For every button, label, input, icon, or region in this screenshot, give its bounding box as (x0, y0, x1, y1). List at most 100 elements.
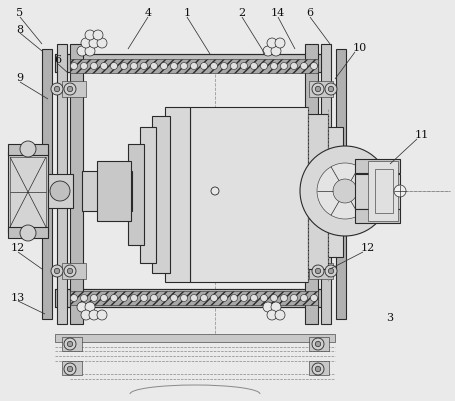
Bar (309, 263, 333, 279)
Circle shape (101, 63, 107, 70)
Circle shape (312, 84, 324, 96)
Circle shape (271, 63, 278, 70)
Circle shape (267, 310, 277, 320)
Circle shape (111, 63, 117, 70)
Circle shape (241, 63, 248, 70)
Circle shape (267, 39, 277, 49)
Circle shape (310, 295, 318, 302)
Circle shape (71, 295, 77, 302)
Text: 14: 14 (271, 8, 285, 18)
Circle shape (325, 84, 337, 96)
Text: 6: 6 (306, 8, 313, 18)
Circle shape (91, 295, 97, 302)
Circle shape (271, 47, 281, 57)
Circle shape (394, 186, 406, 198)
Circle shape (121, 295, 127, 302)
Circle shape (54, 87, 60, 93)
Circle shape (141, 63, 147, 70)
Circle shape (231, 295, 238, 302)
Text: 12: 12 (361, 242, 375, 252)
Circle shape (251, 63, 258, 70)
Bar (355, 174, 400, 209)
Circle shape (317, 164, 373, 219)
Text: 9: 9 (16, 73, 24, 83)
Bar (336, 50, 346, 319)
Circle shape (89, 310, 99, 320)
Bar (309, 361, 329, 375)
Circle shape (85, 31, 95, 41)
Bar (355, 160, 400, 174)
Circle shape (67, 341, 73, 347)
Circle shape (20, 142, 36, 158)
Text: 11: 11 (415, 130, 429, 140)
Circle shape (280, 295, 288, 302)
Circle shape (93, 31, 103, 41)
Bar (8, 153, 48, 233)
Bar (62, 263, 86, 279)
Text: 4: 4 (144, 8, 152, 18)
Bar (355, 209, 400, 223)
Circle shape (221, 295, 228, 302)
Circle shape (191, 63, 197, 70)
Bar (42, 50, 52, 319)
Circle shape (151, 63, 157, 70)
Circle shape (211, 295, 217, 302)
Circle shape (64, 338, 76, 350)
Circle shape (50, 182, 70, 201)
Circle shape (89, 39, 99, 49)
Circle shape (54, 269, 60, 274)
Bar (70, 45, 83, 324)
Bar (8, 145, 48, 156)
Circle shape (20, 225, 36, 241)
Circle shape (241, 295, 248, 302)
Circle shape (271, 295, 278, 302)
Text: 1: 1 (183, 8, 191, 18)
Bar (312, 198, 339, 213)
Bar (62, 82, 86, 98)
Circle shape (290, 63, 298, 70)
Bar (70, 291, 318, 305)
Circle shape (77, 302, 87, 312)
Circle shape (67, 87, 73, 93)
Circle shape (181, 63, 187, 70)
Bar (55, 334, 335, 342)
Bar (312, 170, 339, 192)
Text: 3: 3 (386, 312, 394, 322)
Bar (10, 158, 46, 227)
Text: 13: 13 (11, 292, 25, 302)
Circle shape (300, 147, 390, 237)
Circle shape (312, 338, 324, 350)
Circle shape (131, 295, 137, 302)
Circle shape (333, 180, 357, 203)
Bar (152, 117, 170, 273)
Circle shape (64, 84, 76, 96)
Circle shape (300, 63, 308, 70)
Bar (368, 162, 398, 221)
Circle shape (329, 87, 334, 93)
Text: 5: 5 (16, 8, 24, 18)
Bar (48, 174, 73, 209)
Circle shape (275, 39, 285, 49)
Circle shape (315, 269, 321, 274)
Circle shape (171, 63, 177, 70)
Circle shape (101, 295, 107, 302)
Circle shape (315, 367, 321, 372)
Circle shape (290, 295, 298, 302)
Bar (62, 337, 82, 351)
Circle shape (211, 63, 217, 70)
Bar (190, 108, 308, 282)
Circle shape (141, 295, 147, 302)
Circle shape (67, 367, 73, 372)
Circle shape (329, 269, 334, 274)
Circle shape (131, 63, 137, 70)
Circle shape (121, 63, 127, 70)
Circle shape (312, 363, 324, 375)
Circle shape (315, 341, 321, 347)
Bar (165, 108, 190, 282)
Bar (57, 45, 67, 324)
Circle shape (71, 63, 77, 70)
Circle shape (67, 269, 73, 274)
Bar (8, 227, 48, 239)
Circle shape (81, 310, 91, 320)
Bar (97, 162, 131, 221)
